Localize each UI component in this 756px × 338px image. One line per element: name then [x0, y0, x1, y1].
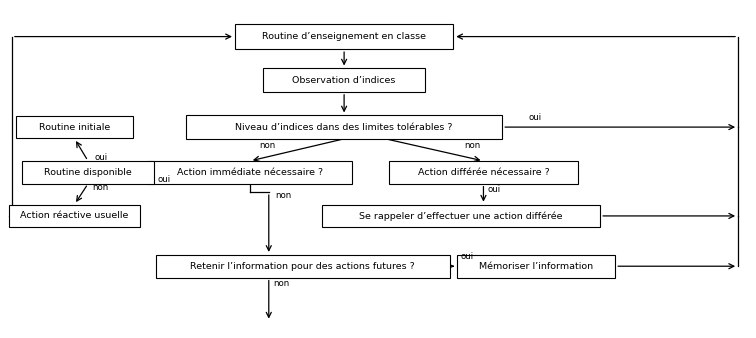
- Text: non: non: [465, 141, 481, 150]
- Text: Mémoriser l’information: Mémoriser l’information: [479, 262, 593, 271]
- FancyBboxPatch shape: [16, 116, 133, 139]
- Text: Action immédiate nécessaire ?: Action immédiate nécessaire ?: [177, 168, 323, 177]
- FancyBboxPatch shape: [22, 161, 154, 184]
- Text: oui: oui: [158, 175, 171, 184]
- Text: non: non: [274, 279, 290, 288]
- FancyBboxPatch shape: [457, 255, 615, 277]
- Text: non: non: [259, 141, 275, 150]
- FancyBboxPatch shape: [321, 204, 600, 227]
- Text: Action différée nécessaire ?: Action différée nécessaire ?: [417, 168, 550, 177]
- Text: oui: oui: [488, 185, 501, 194]
- FancyBboxPatch shape: [148, 161, 352, 184]
- Text: non: non: [92, 183, 109, 192]
- FancyBboxPatch shape: [235, 24, 454, 49]
- Text: Niveau d’indices dans des limites tolérables ?: Niveau d’indices dans des limites toléra…: [235, 123, 453, 131]
- FancyBboxPatch shape: [186, 115, 502, 139]
- FancyBboxPatch shape: [8, 204, 141, 227]
- FancyBboxPatch shape: [156, 255, 450, 277]
- FancyBboxPatch shape: [263, 68, 425, 92]
- Text: Retenir l’information pour des actions futures ?: Retenir l’information pour des actions f…: [191, 262, 415, 271]
- Text: Observation d’indices: Observation d’indices: [293, 76, 396, 84]
- Text: oui: oui: [528, 113, 542, 122]
- Text: Routine d’enseignement en classe: Routine d’enseignement en classe: [262, 32, 426, 41]
- Text: Routine initiale: Routine initiale: [39, 123, 110, 131]
- Text: Action réactive usuelle: Action réactive usuelle: [20, 212, 129, 220]
- Text: non: non: [275, 191, 291, 200]
- Text: Se rappeler d’effectuer une action différée: Se rappeler d’effectuer une action diffé…: [359, 211, 562, 221]
- Text: oui: oui: [94, 153, 107, 162]
- Text: oui: oui: [461, 252, 474, 261]
- FancyBboxPatch shape: [389, 161, 578, 184]
- Text: Routine disponible: Routine disponible: [44, 168, 132, 177]
